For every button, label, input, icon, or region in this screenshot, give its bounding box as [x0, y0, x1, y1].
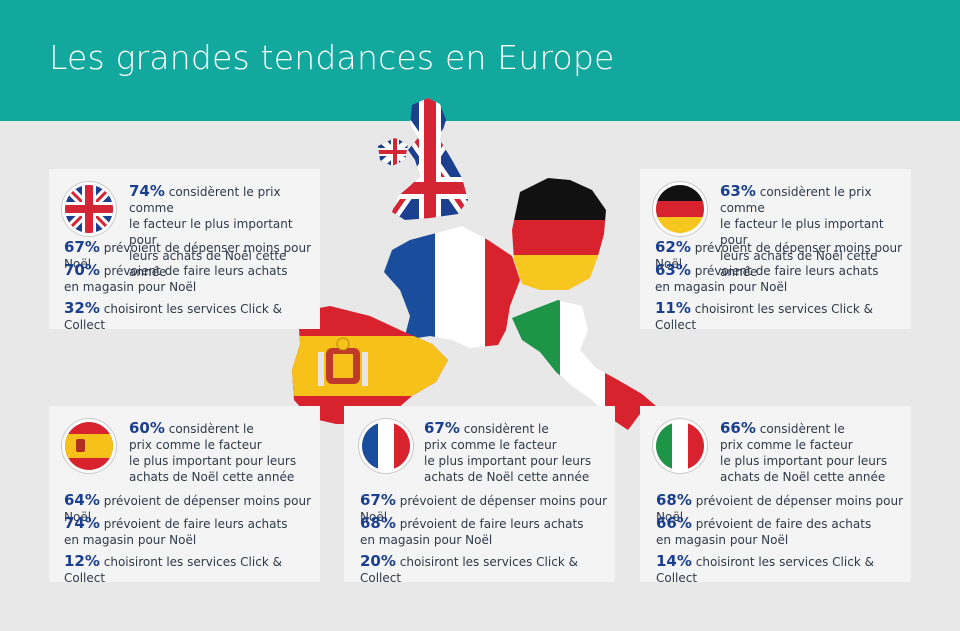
stat-text: choisiront les services Click & Collect: [655, 302, 873, 332]
stat-text: en magasin pour Noël: [64, 533, 197, 547]
stat-text: prévoient de faire leurs achats: [103, 517, 288, 531]
stat-percent: 12%: [64, 552, 100, 570]
stat-text: choisiront les services Click & Collect: [64, 302, 282, 332]
stat-text: prévoient de dépenser moins pour Noël: [360, 494, 608, 524]
stat-in-store: 74% prévoient de faire leurs achats en m…: [64, 515, 287, 548]
stat-text: prévoient de dépenser moins pour Noël: [64, 494, 312, 524]
spain-flag-icon: [65, 422, 113, 470]
stat-percent: 64%: [64, 491, 100, 509]
stat-price-importance: 63% considèrent le prix comme le facteur…: [720, 183, 905, 280]
stat-percent: 63%: [720, 182, 756, 200]
germany-stats-card: 63% considèrent le prix comme le facteur…: [640, 169, 911, 332]
stat-text: le plus important pour leurs: [720, 454, 888, 468]
stat-text: prix comme le facteur: [129, 438, 262, 452]
stat-percent: 67%: [424, 419, 460, 437]
stat-text: le plus important pour leurs: [424, 454, 592, 468]
germany-flag-icon: [656, 185, 704, 233]
stat-in-store: 63% prévoient de faire leurs achats en m…: [655, 262, 878, 295]
stat-text: prix comme le facteur: [720, 438, 853, 452]
stat-percent: 11%: [655, 299, 691, 317]
stat-text: prévoient de faire leurs achats: [103, 264, 288, 278]
stat-price-importance: 60% considèrent le prix comme le facteur…: [129, 420, 314, 485]
stat-text: choisiront les services Click & Collect: [360, 555, 578, 585]
france-flag-icon: [362, 422, 410, 470]
stat-click-collect: 12% choisiront les services Click & Coll…: [64, 553, 320, 586]
header-banner: Les grandes tendances en Europe: [0, 0, 960, 121]
uk-flag-icon: [65, 185, 113, 233]
stat-text: prévoient de faire leurs achats: [399, 517, 584, 531]
stat-spend-less: 68% prévoient de dépenser moins pour Noë…: [656, 492, 911, 525]
stat-percent: 68%: [360, 514, 396, 532]
stat-click-collect: 14% choisiront les services Click & Coll…: [656, 553, 911, 586]
stat-text: prévoient de dépenser moins pour Noël: [656, 494, 904, 524]
stat-text: considèrent le: [463, 422, 549, 436]
stat-text: en magasin pour Noël: [64, 280, 197, 294]
stat-in-store: 68% prévoient de faire leurs achats en m…: [360, 515, 583, 548]
stat-text: considèrent le prix comme: [129, 185, 281, 215]
france-stats-card: 67% considèrent le prix comme le facteur…: [344, 406, 615, 585]
stat-text: en magasin pour Noël: [655, 280, 788, 294]
uk-stats-card: 74% considèrent le prix comme le facteur…: [49, 169, 320, 332]
stat-text: choisiront les services Click & Collect: [64, 555, 282, 585]
stat-spend-less: 67% prévoient de dépenser moins pour Noë…: [64, 239, 320, 272]
stat-spend-less: 67% prévoient de dépenser moins pour Noë…: [360, 492, 615, 525]
stat-text: prévoient de dépenser moins pour Noël: [64, 241, 312, 271]
spain-stats-card: 60% considèrent le prix comme le facteur…: [49, 406, 320, 585]
stat-in-store: 70% prévoient de faire leurs achats en m…: [64, 262, 287, 295]
stat-text: achats de Noël cette année: [424, 470, 590, 484]
stat-percent: 20%: [360, 552, 396, 570]
stat-spend-less: 64% prévoient de dépenser moins pour Noë…: [64, 492, 320, 525]
stat-text: le facteur le plus important pour: [129, 217, 293, 247]
stat-percent: 60%: [129, 419, 165, 437]
stat-text: achats de Noël cette année: [720, 470, 886, 484]
stat-text: prix comme le facteur: [424, 438, 557, 452]
stat-text: prévoient de faire leurs achats: [694, 264, 879, 278]
stat-percent: 70%: [64, 261, 100, 279]
stat-percent: 67%: [64, 238, 100, 256]
stat-text: en magasin pour Noël: [360, 533, 493, 547]
stat-text: le plus important pour leurs: [129, 454, 297, 468]
stat-percent: 66%: [720, 419, 756, 437]
stat-percent: 66%: [656, 514, 692, 532]
stat-text: leurs achats de Noël cette année: [720, 249, 878, 279]
stat-text: prévoient de faire des achats: [695, 517, 872, 531]
stat-in-store: 66% prévoient de faire des achats en mag…: [656, 515, 871, 548]
stat-percent: 32%: [64, 299, 100, 317]
stat-percent: 63%: [655, 261, 691, 279]
stat-text: choisiront les services Click & Collect: [656, 555, 874, 585]
stat-spend-less: 62% prévoient de dépenser moins pour Noë…: [655, 239, 911, 272]
stat-percent: 62%: [655, 238, 691, 256]
stat-text: considèrent le: [168, 422, 254, 436]
spain-coat-of-arms-icon: [318, 337, 368, 386]
stat-text: considèrent le prix comme: [720, 185, 872, 215]
stat-price-importance: 74% considèrent le prix comme le facteur…: [129, 183, 314, 280]
stat-price-importance: 66% considèrent le prix comme le facteur…: [720, 420, 905, 485]
stat-text: en magasin pour Noël: [656, 533, 789, 547]
stat-price-importance: 67% considèrent le prix comme le facteur…: [424, 420, 609, 485]
italy-flag-icon: [656, 422, 704, 470]
stat-percent: 74%: [129, 182, 165, 200]
stat-click-collect: 20% choisiront les services Click & Coll…: [360, 553, 615, 586]
stat-text: achats de Noël cette année: [129, 470, 295, 484]
stat-text: le facteur le plus important pour: [720, 217, 884, 247]
stat-click-collect: 32% choisiront les services Click & Coll…: [64, 300, 320, 333]
stat-percent: 67%: [360, 491, 396, 509]
stat-percent: 14%: [656, 552, 692, 570]
stat-text: prévoient de dépenser moins pour Noël: [655, 241, 903, 271]
page-title: Les grandes tendances en Europe: [49, 38, 615, 77]
italy-stats-card: 66% considèrent le prix comme le facteur…: [640, 406, 911, 585]
stat-click-collect: 11% choisiront les services Click & Coll…: [655, 300, 911, 333]
stat-text: considèrent le: [759, 422, 845, 436]
stat-percent: 68%: [656, 491, 692, 509]
stat-text: leurs achats de Noël cette année: [129, 249, 287, 279]
stat-percent: 74%: [64, 514, 100, 532]
